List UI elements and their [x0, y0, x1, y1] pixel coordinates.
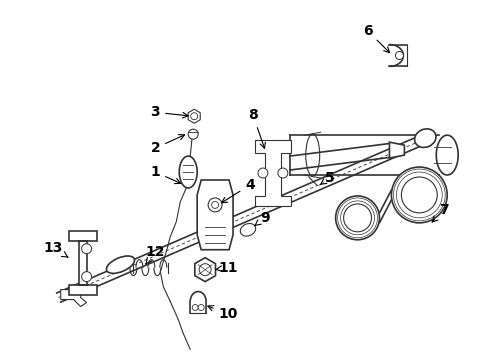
Text: 1: 1 — [150, 165, 180, 184]
Polygon shape — [61, 283, 86, 306]
Circle shape — [199, 264, 211, 276]
Circle shape — [190, 113, 197, 120]
Text: 6: 6 — [362, 23, 389, 53]
Polygon shape — [197, 180, 233, 250]
Text: 3: 3 — [150, 105, 188, 119]
Circle shape — [401, 177, 436, 213]
Circle shape — [277, 168, 287, 178]
Text: 5: 5 — [319, 171, 334, 185]
Text: 12: 12 — [145, 245, 165, 264]
Polygon shape — [254, 140, 290, 206]
Polygon shape — [68, 231, 96, 294]
Text: 8: 8 — [247, 108, 265, 148]
Ellipse shape — [435, 135, 457, 175]
Circle shape — [81, 272, 91, 282]
Polygon shape — [194, 258, 215, 282]
Circle shape — [188, 129, 198, 139]
Circle shape — [81, 244, 91, 254]
Polygon shape — [188, 109, 200, 123]
Circle shape — [335, 196, 379, 240]
Circle shape — [395, 51, 403, 59]
Circle shape — [208, 198, 222, 212]
Ellipse shape — [240, 224, 255, 236]
Text: 10: 10 — [207, 306, 237, 321]
Ellipse shape — [414, 129, 435, 148]
Circle shape — [390, 167, 447, 223]
Polygon shape — [388, 142, 404, 158]
Circle shape — [258, 168, 267, 178]
Text: 2: 2 — [150, 135, 184, 155]
Text: 9: 9 — [254, 211, 269, 226]
Text: 11: 11 — [215, 261, 237, 275]
Ellipse shape — [179, 156, 197, 188]
Circle shape — [211, 201, 218, 208]
Circle shape — [198, 305, 203, 310]
Circle shape — [343, 204, 371, 232]
Ellipse shape — [106, 256, 134, 273]
Text: 7: 7 — [431, 203, 448, 222]
Circle shape — [192, 305, 198, 310]
Text: 13: 13 — [43, 241, 68, 257]
Text: 4: 4 — [221, 178, 254, 203]
